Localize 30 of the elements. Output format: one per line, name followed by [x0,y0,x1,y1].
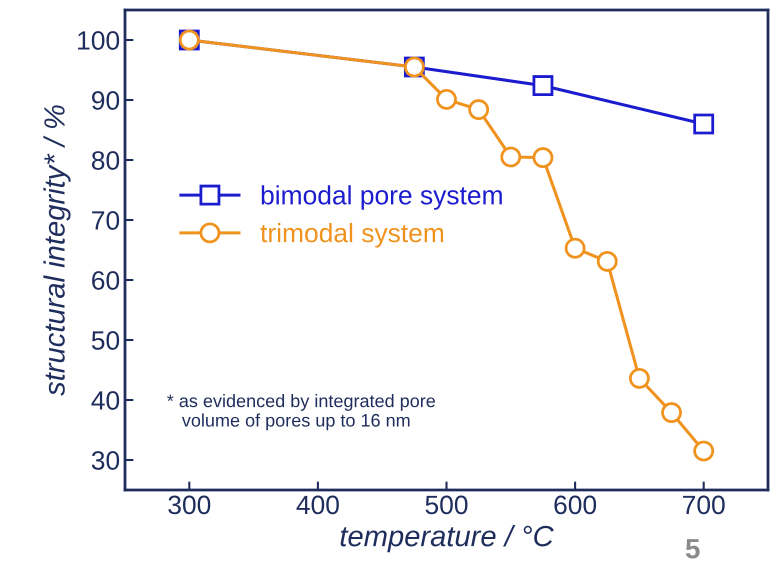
y-tick-label: 50 [92,331,120,350]
point [693,114,714,134]
point [628,368,650,389]
annotation: * as evidenced by integrated pore volume of pores up to 16 nm [167,394,435,430]
point [500,146,522,168]
y-tick-label: 70 [92,211,120,230]
point [693,440,714,462]
y-tick-label: 30 [92,451,120,470]
x-axis-title: temperature / °C [340,525,554,552]
point [468,99,490,120]
point [532,147,554,168]
y-axis-title: structural integrity* / % [43,105,71,396]
y-tick-label: 100 [78,31,120,50]
y-tick-label: 60 [92,271,120,290]
point [661,402,682,424]
y-tick-label: 80 [92,151,120,170]
legend-label: bimodal pore system [262,185,502,210]
x-tick-label: 500 [426,496,468,514]
y-tick-label: 40 [91,391,120,410]
legend-label: trimodal system [260,222,444,248]
text: 5 [686,539,700,559]
x-tick-label: 400 [296,496,339,514]
point [564,238,586,259]
x-tick-label: 600 [554,496,596,514]
point [532,75,554,96]
x-tick-label: 700 [683,496,725,514]
point [596,250,618,272]
y-tick-label: 90 [92,91,120,110]
point [436,88,457,110]
x-tick-label: 300 [168,496,210,514]
